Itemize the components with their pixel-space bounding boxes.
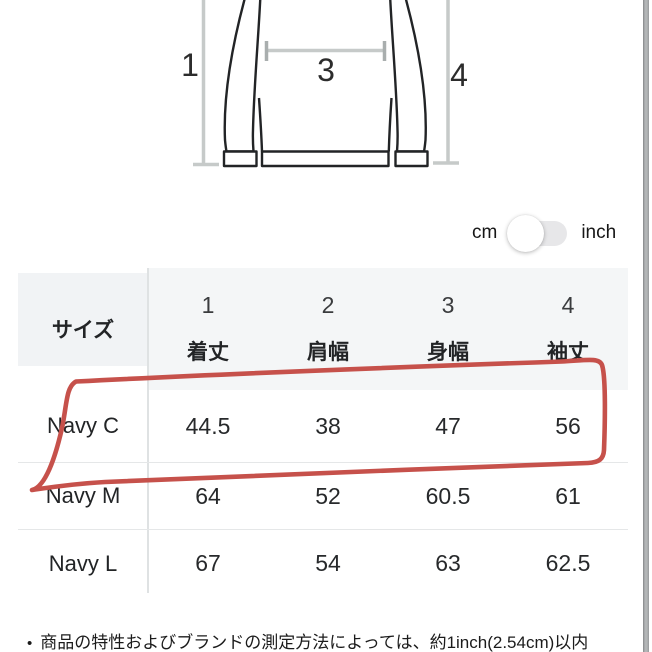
unit-toggle-row: cm inch	[472, 214, 616, 252]
bullet-icon: •	[27, 635, 33, 652]
footnote-text: 商品の特性およびブランドの測定方法によっては、約1inch(2.54cm)以内	[40, 633, 589, 652]
table-row-navy-c: Navy C 44.5 38 47 56	[18, 390, 628, 462]
cell-value: 61	[555, 482, 581, 509]
column-header-4: 4 袖丈	[508, 292, 628, 366]
column-num: 3	[441, 292, 455, 318]
garment-measurement-diagram: 1 3 4	[181, 0, 468, 168]
table-header-row: サイズ 1 着丈 2 肩幅 3 身幅 4 袖丈	[18, 268, 628, 390]
measure-label-4: 4	[450, 57, 468, 93]
table-row-navy-l: Navy L 67 54 63 62.5	[18, 529, 628, 597]
column-label: 肩幅	[307, 341, 349, 364]
column-label: 袖丈	[547, 341, 589, 364]
corner-header-bg	[18, 273, 148, 366]
cell-value: 67	[195, 550, 221, 576]
cell-value: 63	[435, 550, 461, 576]
column-header-1: 1 着丈	[148, 292, 268, 366]
column-num: 4	[561, 292, 575, 318]
cell-value: 56	[555, 412, 581, 439]
scrollbar[interactable]	[643, 0, 649, 652]
column-num: 1	[201, 292, 215, 318]
column-header-3: 3 身幅	[388, 292, 508, 366]
column-label: 身幅	[427, 341, 469, 364]
cell-value: 64	[195, 482, 221, 509]
cell-value: 47	[435, 412, 461, 439]
size-table: サイズ 1 着丈 2 肩幅 3 身幅 4 袖丈 Navy C 44.5 38 4…	[18, 268, 628, 597]
toggle-knob[interactable]	[507, 214, 545, 252]
unit-label-inch: inch	[581, 222, 617, 243]
cell-value: 44.5	[185, 412, 231, 439]
table-row-navy-m: Navy M 64 52 60.5 61	[18, 462, 628, 529]
unit-label-cm: cm	[472, 222, 498, 243]
measure-label-3: 3	[317, 52, 335, 88]
cell-value: 62.5	[545, 550, 591, 576]
cell-value: 60.5	[425, 482, 471, 509]
sweater-outline	[222, 0, 429, 168]
size-name: Navy M	[45, 483, 121, 508]
cell-value: 54	[315, 550, 341, 576]
column-header-2: 2 肩幅	[268, 292, 388, 366]
cell-value: 52	[315, 482, 341, 509]
column-label: 着丈	[187, 341, 229, 364]
column-num: 2	[321, 292, 335, 318]
measure-lines	[193, 0, 459, 167]
size-name: Navy L	[48, 550, 118, 576]
size-name: Navy C	[46, 413, 120, 438]
footnote: • 商品の特性およびブランドの測定方法によっては、約1inch(2.54cm)以…	[27, 632, 639, 652]
cell-value: 38	[315, 412, 341, 439]
corner-header: サイズ	[51, 319, 115, 342]
measure-ticks	[264, 41, 387, 61]
measure-label-1: 1	[181, 47, 199, 83]
unit-toggle-switch[interactable]	[507, 214, 568, 252]
